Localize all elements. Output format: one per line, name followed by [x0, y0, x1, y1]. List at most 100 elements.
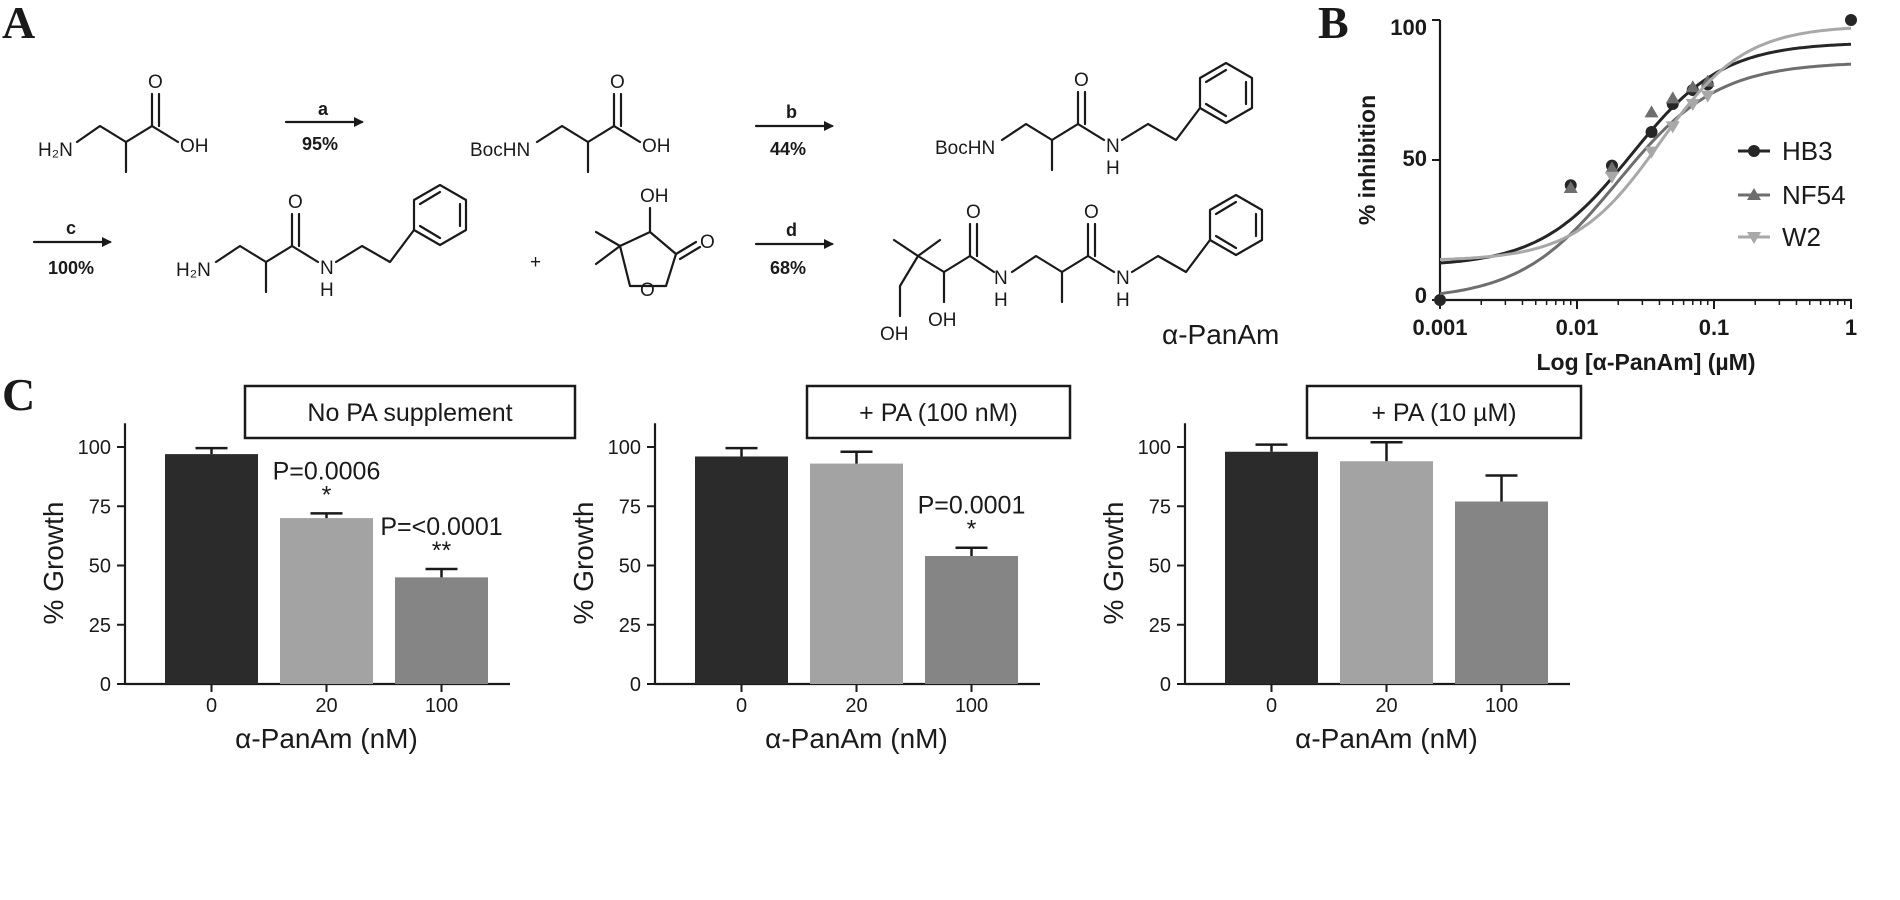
y-tick-label: 100 [78, 437, 111, 459]
label-h2n: H₂N [176, 260, 211, 281]
label-o: O [1084, 202, 1099, 223]
step-a-yield: 95% [302, 134, 338, 154]
y-tick-label: 75 [1149, 496, 1171, 518]
x-tick-label: 0.001 [1412, 315, 1467, 340]
data-point-nf54 [1563, 181, 1578, 193]
x-tick-label: 20 [1375, 695, 1397, 717]
bar-100 [395, 577, 488, 684]
step-b-letter: b [786, 102, 797, 122]
chart-title: + PA (10 µM) [1371, 399, 1516, 427]
y-tick-label: 25 [1149, 615, 1171, 637]
y-tick-label: 0 [1160, 674, 1171, 696]
significance-stars: * [967, 516, 977, 544]
step-c-letter: c [66, 218, 76, 238]
x-tick-label: 20 [315, 695, 337, 717]
compound-boc-amide: BocHN O N H [935, 61, 1254, 179]
label-oh: OH [642, 136, 671, 157]
x-axis-title: Log [α-PanAm] (µM) [1536, 349, 1755, 375]
compound-boc-acid: BocHN O OH [470, 72, 671, 174]
label-o: O [288, 192, 303, 213]
compound-pantolactone: OH O O [594, 186, 715, 301]
label-o: O [148, 72, 163, 93]
y-tick-label: 50 [1149, 556, 1171, 578]
chart-title: No PA supplement [307, 399, 512, 427]
data-point-w2 [1700, 90, 1715, 103]
y-tick-label: 0 [1415, 283, 1427, 308]
data-point-hb3 [1845, 14, 1857, 26]
y-tick-label: 25 [89, 615, 111, 637]
bar-chart-3: + PA (10 µM) 0 25 50 75 100 % Growth α-PanAm (n… [1098, 384, 1583, 754]
data-point-nf54 [1644, 105, 1659, 118]
p-value-label: P=<0.0001 [380, 513, 502, 541]
label-o-ring: O [640, 280, 655, 301]
bar-chart-2: + PA (100 nM) 0 25 50 75 100 % Growth α-PanAm (… [568, 384, 1072, 754]
bar-0 [165, 454, 258, 684]
bar-0 [1225, 451, 1318, 684]
label-h: H [994, 290, 1008, 311]
product-name: α-PanAm [1162, 319, 1279, 350]
legend-item-w2: W2 [1738, 222, 1821, 252]
data-point-w2 [1685, 99, 1700, 111]
y-tick-label: 0 [100, 674, 111, 696]
x-tick-label: 0.01 [1556, 315, 1599, 340]
p-value-label: P=0.0001 [918, 492, 1026, 520]
condition-box [243, 384, 577, 440]
x-tick-label: 0 [1266, 695, 1277, 717]
compound-aminoacid: H₂N O OH [38, 72, 209, 174]
bar-chart-1: No PA supplement 0 25 50 75 100 % Growth α-PanA… [38, 384, 577, 754]
x-tick-label: 20 [845, 695, 867, 717]
chemical-scheme: H₂N O OH a 95% BocHN O OH [32, 61, 1279, 350]
legend-item-hb3: HB3 [1738, 136, 1833, 166]
label-n: N [994, 268, 1008, 289]
bar-0 [695, 456, 788, 684]
growth-bar-charts: No PA supplement 0 25 50 75 100 % Growth α-PanA… [38, 384, 1583, 754]
step-b-yield: 44% [770, 139, 806, 159]
panel-label-c: C [2, 369, 35, 420]
label-oh: OH [180, 136, 209, 157]
arrow-step-c: c 100% [32, 218, 112, 278]
y-tick-label: 50 [619, 556, 641, 578]
bar-20 [810, 463, 903, 684]
compound-amine-amide: H₂N O N H [176, 183, 468, 301]
label-h2n: H₂N [38, 140, 73, 161]
step-a-letter: a [318, 99, 329, 119]
triangle-up-marker-icon [1747, 188, 1761, 200]
label-oh: OH [640, 186, 669, 207]
label-h: H [1106, 158, 1120, 179]
bar-100 [1455, 501, 1548, 684]
x-tick-label: 1 [1845, 315, 1857, 340]
compound-alpha-panam: OH OH O N H O N H α-PanAm [880, 193, 1279, 350]
label-o: O [700, 232, 715, 253]
legend: HB3 NF54 W2 [1738, 136, 1846, 252]
label-o: O [1074, 70, 1089, 91]
y-tick-label: 25 [619, 615, 641, 637]
plus-sign: + [530, 252, 541, 273]
significance-stars: ** [432, 537, 452, 565]
p-value-label: P=0.0006 [273, 457, 381, 485]
bar-20 [280, 518, 373, 684]
legend-item-nf54: NF54 [1738, 180, 1846, 210]
dose-response-chart: 100 50 0 0.001 0.01 0.1 1 % inhibition L… [1354, 14, 1857, 375]
arrow-step-d: d 68% [754, 220, 834, 278]
label-oh-terminal: OH [880, 324, 909, 345]
data-point-w2 [1644, 146, 1659, 159]
fit-curve-w2 [1439, 26, 1852, 261]
legend-label: NF54 [1782, 180, 1846, 210]
x-tick-label: 100 [955, 695, 988, 717]
y-tick-label: 100 [608, 437, 641, 459]
label-n: N [1106, 136, 1120, 157]
x-axis-title: α-PanAm (nM) [1295, 723, 1478, 754]
x-tick-label: 100 [425, 695, 458, 717]
x-tick-label: 0 [736, 695, 747, 717]
data-point-nf54 [1700, 74, 1715, 87]
x-tick-label: 0 [206, 695, 217, 717]
x-tick-label: 0.1 [1699, 315, 1730, 340]
y-tick-label: 50 [1403, 146, 1427, 171]
bar-100 [925, 556, 1018, 684]
label-h: H [320, 280, 334, 301]
arrow-step-a: a 95% [284, 99, 364, 154]
x-tick-label: 100 [1485, 695, 1518, 717]
y-axis-title: % Growth [568, 502, 599, 625]
y-axis-title: % Growth [1098, 502, 1129, 625]
